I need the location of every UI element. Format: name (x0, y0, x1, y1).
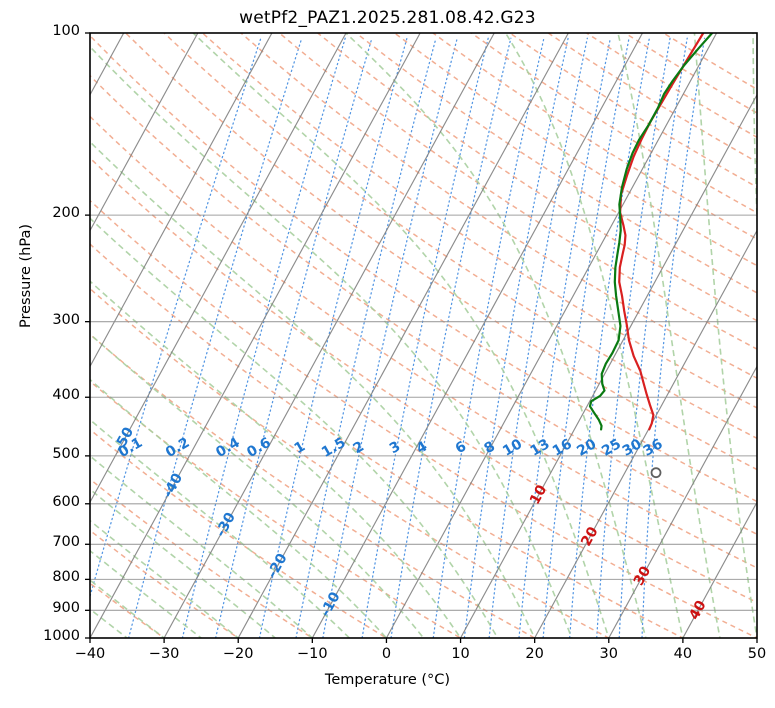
y-tick-label: 800 (52, 569, 80, 586)
x-tick-label: −30 (148, 646, 180, 662)
plot-contents: -100-90-80-70-60-50-40-30-20-10102030400… (90, 33, 757, 638)
x-axis-label: Temperature (°C) (324, 672, 451, 688)
y-tick-label: 500 (52, 445, 80, 462)
profile-dewpoint (588, 33, 714, 431)
x-tick-label: −10 (297, 646, 328, 662)
lcl-marker (650, 467, 662, 479)
chart-title: wetPf2_PAZ1.2025.281.08.42.G23 (239, 8, 536, 28)
x-tick-label: −20 (222, 646, 254, 662)
x-tick-label: 40 (673, 646, 693, 662)
axes-frame (89, 32, 758, 639)
y-tick-label: 900 (52, 600, 80, 617)
x-tick-label: 0 (381, 646, 392, 662)
sounding-profiles (588, 33, 714, 431)
y-tick-label: 700 (52, 534, 80, 551)
moist-adiabats (90, 33, 757, 638)
y-tick-label: 300 (52, 311, 80, 328)
x-tick-label: 30 (599, 646, 618, 662)
markers (650, 467, 662, 479)
y-tick-label: 1000 (43, 628, 80, 644)
dry-adiabats (90, 33, 757, 638)
x-tick-label: 10 (451, 646, 470, 662)
x-tick-label: 20 (525, 646, 544, 662)
axis-ticks (85, 32, 758, 643)
pressure-gridlines (90, 33, 757, 638)
x-tick-label: −40 (74, 646, 106, 662)
isotherms (90, 33, 757, 638)
y-tick-label: 600 (52, 493, 80, 510)
y-tick-label: 400 (52, 387, 80, 404)
x-tick-label: 50 (747, 646, 767, 662)
y-tick-label: 200 (52, 205, 80, 222)
y-tick-label: 100 (52, 23, 80, 39)
